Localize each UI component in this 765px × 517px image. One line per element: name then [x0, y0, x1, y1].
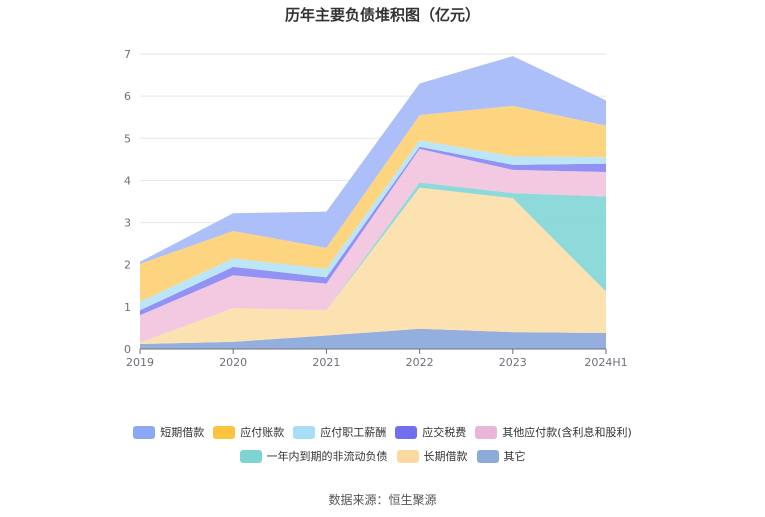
legend-item[interactable]: 应付职工薪酬 [293, 424, 386, 440]
x-tick-label: 2020 [219, 356, 247, 369]
data-source-note: 数据来源：恒生聚源 [328, 493, 437, 507]
legend-label: 应交税费 [422, 426, 467, 439]
legend-swatch [475, 425, 498, 439]
legend-swatch [239, 449, 262, 463]
legend-label: 长期借款 [423, 450, 468, 463]
legend-item[interactable]: 短期借款 [133, 424, 204, 440]
legend-row-1: 短期借款 应付账款 应付职工薪酬 应交税费 其他应付款(含利息和股利) [0, 424, 765, 440]
y-tick-label: 4 [124, 174, 131, 187]
legend-item[interactable]: 长期借款 [396, 448, 468, 464]
chart-title: 历年主要负债堆积图（亿元） [284, 6, 480, 24]
legend-label: 其它 [503, 450, 526, 463]
legend-item[interactable]: 一年内到期的非流动负债 [239, 448, 388, 464]
x-tick-label: 2024H1 [584, 356, 627, 369]
legend-swatch [213, 425, 236, 439]
area-series-1 [140, 187, 606, 344]
legend-item[interactable]: 其它 [476, 448, 526, 464]
legend-swatch [476, 449, 499, 463]
legend-item[interactable]: 应交税费 [395, 424, 466, 440]
area-series-5 [140, 140, 606, 311]
legend-label: 一年内到期的非流动负债 [266, 450, 388, 463]
axes: 0 1 2 3 4 5 6 7 2019 2020 2021 2022 2023 2024H1 [124, 48, 628, 369]
legend-swatch [133, 425, 156, 439]
x-tick-label: 2019 [126, 356, 154, 369]
legend-item[interactable]: 应付账款 [213, 424, 284, 440]
legend-row-2: 一年内到期的非流动负债 长期借款 其它 [0, 448, 765, 464]
y-tick-label: 7 [124, 48, 131, 61]
y-tick-label: 2 [124, 259, 131, 272]
stacked-area-chart: 0 1 2 3 4 5 6 7 2019 2020 2021 2022 2023 2024H1 [124, 48, 628, 369]
y-tick-label: 0 [124, 343, 131, 356]
legend-label: 应付账款 [240, 426, 285, 439]
legend-item[interactable]: 其他应付款(含利息和股利) [475, 424, 632, 440]
legend-swatch [293, 425, 316, 439]
y-tick-label: 6 [124, 90, 131, 103]
legend-label: 应付职工薪酬 [320, 426, 387, 439]
area-series-group [140, 56, 606, 349]
legend-swatch [395, 425, 418, 439]
x-tick-label: 2021 [312, 356, 340, 369]
legend-swatch [396, 449, 419, 463]
y-tick-label: 3 [124, 217, 131, 230]
legend-label: 其他应付款(含利息和股利) [502, 426, 632, 439]
area-series-7 [140, 56, 606, 264]
area-series-6 [140, 105, 606, 302]
y-tick-label: 1 [124, 301, 131, 314]
legend-label: 短期借款 [160, 426, 205, 439]
area-series-4 [140, 146, 606, 316]
chart-legend: 短期借款 应付账款 应付职工薪酬 应交税费 其他应付款(含利息和股利) 一年内到期的非流… [0, 424, 765, 472]
area-series-2 [140, 182, 606, 343]
x-tick-label: 2022 [406, 356, 434, 369]
area-series-3 [140, 148, 606, 343]
y-tick-label: 5 [124, 132, 131, 145]
x-tick-label: 2023 [499, 356, 527, 369]
area-series-0 [140, 328, 606, 349]
